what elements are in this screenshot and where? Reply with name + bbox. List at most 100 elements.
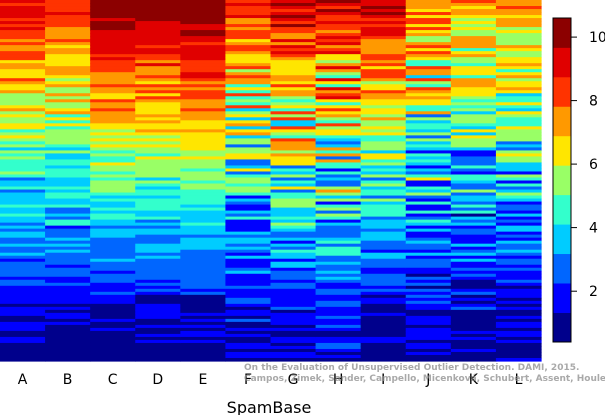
- heatmap-cell: [270, 219, 317, 224]
- heatmap-cell: [450, 180, 497, 185]
- heatmap-cell: [135, 51, 181, 55]
- heatmap-cell: [495, 60, 542, 64]
- heatmap-cell: [135, 204, 181, 209]
- heatmap-cell: [360, 216, 407, 221]
- heatmap-cell: [450, 27, 497, 31]
- heatmap-cell: [135, 162, 181, 167]
- heatmap-cell: [360, 252, 407, 257]
- heatmap-cell: [90, 144, 136, 149]
- heatmap-cell: [135, 105, 181, 109]
- watermark-line-2: Campos, Zimek, Sander, Campello, Micenko…: [244, 374, 605, 384]
- heatmap-cell: [315, 339, 362, 344]
- watermark-line-1: On the Evaluation of Unsupervised Outlie…: [244, 363, 580, 373]
- heatmap-cell: [225, 114, 272, 118]
- heatmap-cell: [225, 270, 272, 275]
- heatmap-cell: [315, 126, 362, 130]
- heatmap-cell: [495, 318, 542, 323]
- heatmap-cell: [180, 126, 227, 130]
- heatmap-cell: [90, 108, 136, 112]
- heatmap-cell: [405, 216, 452, 221]
- heatmap-cell: [180, 255, 227, 260]
- heatmap-cell: [405, 90, 452, 94]
- heatmap-cell: [450, 228, 497, 233]
- heatmap-cell: [360, 123, 407, 127]
- heatmap-cell: [135, 201, 181, 206]
- heatmap-cell: [270, 186, 317, 191]
- heatmap-cell: [135, 330, 181, 335]
- heatmap-cell: [0, 102, 46, 106]
- heatmap-cell: [180, 15, 227, 19]
- heatmap-cell: [405, 342, 452, 347]
- heatmap-cell: [45, 333, 91, 338]
- heatmap-cell: [450, 207, 497, 212]
- heatmap-cell: [0, 255, 46, 260]
- heatmap-cell: [495, 345, 542, 350]
- heatmap-cell: [45, 273, 91, 278]
- heatmap-cell: [450, 132, 497, 136]
- colorbar-segment: [553, 283, 571, 313]
- heatmap-cell: [90, 45, 136, 49]
- heatmap-cell: [135, 117, 181, 121]
- heatmap-cell: [315, 72, 362, 76]
- heatmap-cell: [360, 354, 407, 359]
- heatmap-cell: [270, 324, 317, 329]
- heatmap-cell: [270, 168, 317, 173]
- heatmap-cell: [270, 57, 317, 61]
- heatmap-cell: [0, 264, 46, 269]
- heatmap-cell: [315, 156, 362, 161]
- heatmap-cell: [270, 267, 317, 272]
- heatmap-cell: [270, 63, 317, 67]
- heatmap-cell: [450, 327, 497, 332]
- heatmap-cell: [495, 183, 542, 188]
- heatmap-cell: [360, 276, 407, 281]
- heatmap-cell: [180, 228, 227, 233]
- column-label-g: G: [288, 372, 299, 388]
- heatmap-cell: [405, 60, 452, 64]
- heatmap-cell: [225, 315, 272, 320]
- heatmap-cell: [360, 60, 407, 64]
- heatmap-cell: [450, 231, 497, 236]
- heatmap-cell: [135, 321, 181, 326]
- heatmap-cell: [0, 348, 46, 353]
- heatmap-cell: [360, 126, 407, 130]
- heatmap-cell: [405, 129, 452, 133]
- heatmap-cell: [360, 348, 407, 353]
- heatmap-cell: [270, 90, 317, 94]
- heatmap-cell: [360, 36, 407, 40]
- heatmap-cell: [450, 129, 497, 133]
- heatmap-cell: [225, 279, 272, 284]
- heatmap-cell: [270, 36, 317, 40]
- heatmap-cell: [360, 159, 407, 164]
- heatmap-cell: [135, 339, 181, 344]
- heatmap-cell: [225, 6, 272, 10]
- heatmap-cell: [360, 303, 407, 308]
- heatmap-cell: [360, 339, 407, 344]
- heatmap-cell: [315, 63, 362, 67]
- heatmap-cell: [405, 81, 452, 85]
- heatmap-cell: [90, 36, 136, 40]
- heatmap-cell: [270, 33, 317, 37]
- heatmap-cell: [315, 90, 362, 94]
- heatmap-cell: [45, 189, 91, 194]
- heatmap-cell: [135, 165, 181, 170]
- heatmap-cell: [405, 207, 452, 212]
- heatmap-cell: [135, 81, 181, 85]
- heatmap-cell: [360, 258, 407, 263]
- heatmap-cell: [495, 111, 542, 115]
- heatmap-cell: [360, 63, 407, 67]
- heatmap-cell: [90, 252, 136, 257]
- heatmap-cell: [45, 12, 91, 16]
- heatmap-cell: [495, 243, 542, 248]
- heatmap-cell: [495, 198, 542, 203]
- heatmap-cell: [225, 138, 272, 142]
- heatmap-cell: [270, 177, 317, 182]
- heatmap-cell: [135, 186, 181, 191]
- heatmap-cell: [0, 81, 46, 85]
- heatmap-cell: [45, 153, 91, 158]
- heatmap-cell: [450, 267, 497, 272]
- heatmap-cell: [45, 60, 91, 64]
- heatmap-cell: [495, 33, 542, 37]
- heatmap-cell: [225, 186, 272, 191]
- heatmap-cell: [45, 285, 91, 290]
- heatmap-cell: [180, 345, 227, 350]
